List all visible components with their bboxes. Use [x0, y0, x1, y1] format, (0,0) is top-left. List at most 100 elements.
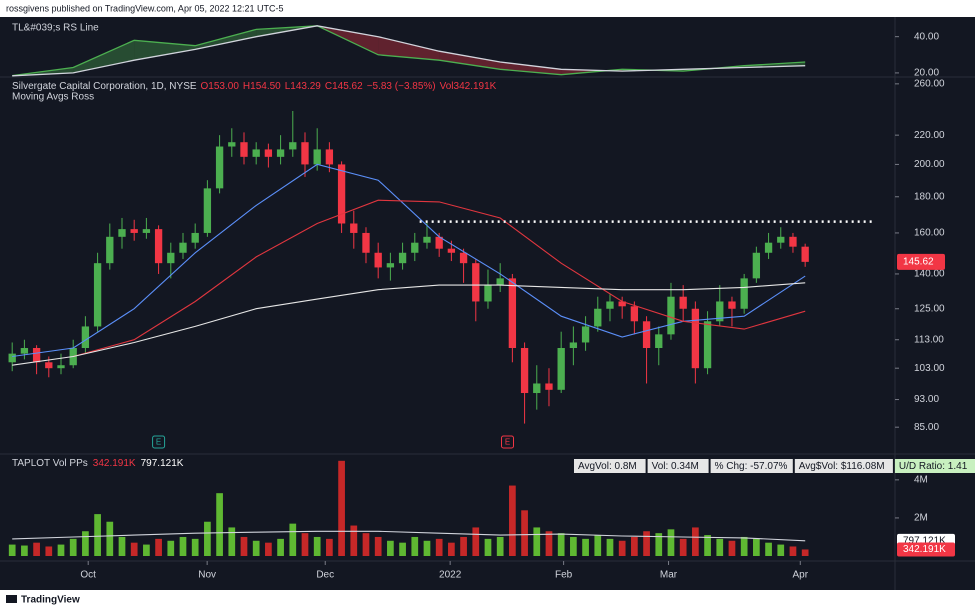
volume-title: TAPLOT Vol PPs [12, 458, 88, 469]
volume-bar [570, 536, 577, 556]
candle-body [191, 232, 199, 243]
candle-body [228, 142, 236, 147]
candle-body [594, 308, 602, 327]
volume-bar [484, 538, 492, 556]
volume-bar [728, 540, 736, 556]
candle-body [57, 365, 65, 369]
candle-body [276, 149, 285, 157]
candle-body [215, 146, 224, 189]
volume-bar [789, 546, 797, 556]
candle-body [496, 278, 504, 286]
volume-bar [21, 545, 28, 556]
candle-body [374, 252, 382, 268]
rs-fill [378, 36, 440, 61]
volume-bar [374, 536, 382, 556]
candle-body [252, 149, 260, 157]
candle-body [459, 252, 468, 264]
y-tick-label: 85.00 [914, 422, 939, 433]
volume-bar [45, 546, 53, 556]
rs-title: TL&#039;s RS Line [12, 23, 99, 34]
volume-bar [204, 521, 211, 556]
header-text: rossgivens published on TradingView.com,… [6, 3, 284, 13]
stat-text: Vol: 0.34M [652, 461, 699, 472]
volume-bar [313, 536, 321, 556]
volume-marker [897, 542, 955, 557]
candle-body [313, 149, 321, 165]
candle-body [569, 342, 578, 349]
stat-text: % Chg: -57.07% [715, 461, 788, 472]
candle-body [93, 263, 102, 327]
candle-body [240, 142, 248, 157]
candle-body [154, 229, 163, 264]
x-tick-label: Mar [660, 570, 678, 581]
candle-body [337, 164, 346, 224]
volume-bar [362, 533, 370, 556]
candle-body [789, 236, 797, 247]
stat-text: Avg$Vol: $116.08M [799, 461, 885, 472]
volume-bar [472, 527, 480, 556]
x-tick-label: Nov [198, 570, 216, 581]
legend-item: C145.62 [325, 81, 363, 92]
earnings-marker [500, 435, 514, 449]
earnings-label: E [505, 438, 510, 447]
volume-bar [228, 527, 236, 556]
y-tick-label: 200.00 [914, 159, 945, 170]
rs-fill [195, 29, 257, 50]
candle-body [728, 301, 736, 309]
candle-body [508, 278, 517, 349]
volume-bar [740, 536, 748, 556]
volume-bar [69, 538, 77, 556]
rs-fill [500, 62, 562, 75]
x-tick-label: Oct [80, 570, 96, 581]
volume-bar [801, 549, 809, 556]
y-tick-label: 2M [914, 513, 928, 524]
candle-body [386, 263, 395, 268]
volume-bar [143, 544, 150, 556]
volume-bar [350, 525, 358, 556]
rs-line [12, 25, 806, 77]
candle-body [179, 242, 187, 253]
candle-body [801, 246, 809, 262]
volume-bar [179, 536, 187, 556]
candle-body [142, 229, 151, 233]
candle-body [618, 301, 626, 307]
volume-bar [521, 510, 528, 556]
volume-bar [533, 527, 541, 556]
candle-body [350, 223, 358, 233]
volume-bar [277, 538, 284, 556]
volume-bar [643, 531, 650, 556]
rs-fill [73, 40, 135, 73]
candle-body [667, 296, 675, 335]
rs-line [12, 25, 806, 77]
candle-body [764, 242, 773, 253]
last-price-box [897, 253, 945, 270]
candle-body [81, 326, 90, 349]
candle-body [642, 321, 651, 349]
candle-body [655, 334, 663, 349]
y-tick-label: 125.00 [914, 303, 945, 314]
candle-body [411, 242, 419, 253]
volume-bar [338, 460, 345, 556]
y-tick-label: 103.00 [914, 363, 945, 374]
volume-bar [326, 538, 333, 556]
volume-bar [594, 535, 602, 556]
volume-bar [289, 523, 297, 556]
candle-body [557, 348, 565, 390]
stat-text: U/D Ratio: 1.41 [899, 461, 968, 472]
earnings-label: E [156, 438, 161, 447]
volume-bar [496, 536, 504, 556]
candle-body [8, 353, 16, 363]
candle-body [20, 348, 29, 354]
volume-bar [667, 529, 675, 556]
y-tick-label: 220.00 [914, 130, 945, 141]
volume-bar [557, 533, 565, 556]
candle-body [777, 236, 785, 243]
volume-bar [94, 514, 101, 556]
stat-box [574, 459, 646, 473]
volume-bar [301, 533, 309, 556]
last-price-label: 145.62 [903, 257, 934, 268]
candle-body [740, 278, 748, 309]
candle-body [130, 229, 138, 233]
volume-bar [216, 493, 223, 556]
